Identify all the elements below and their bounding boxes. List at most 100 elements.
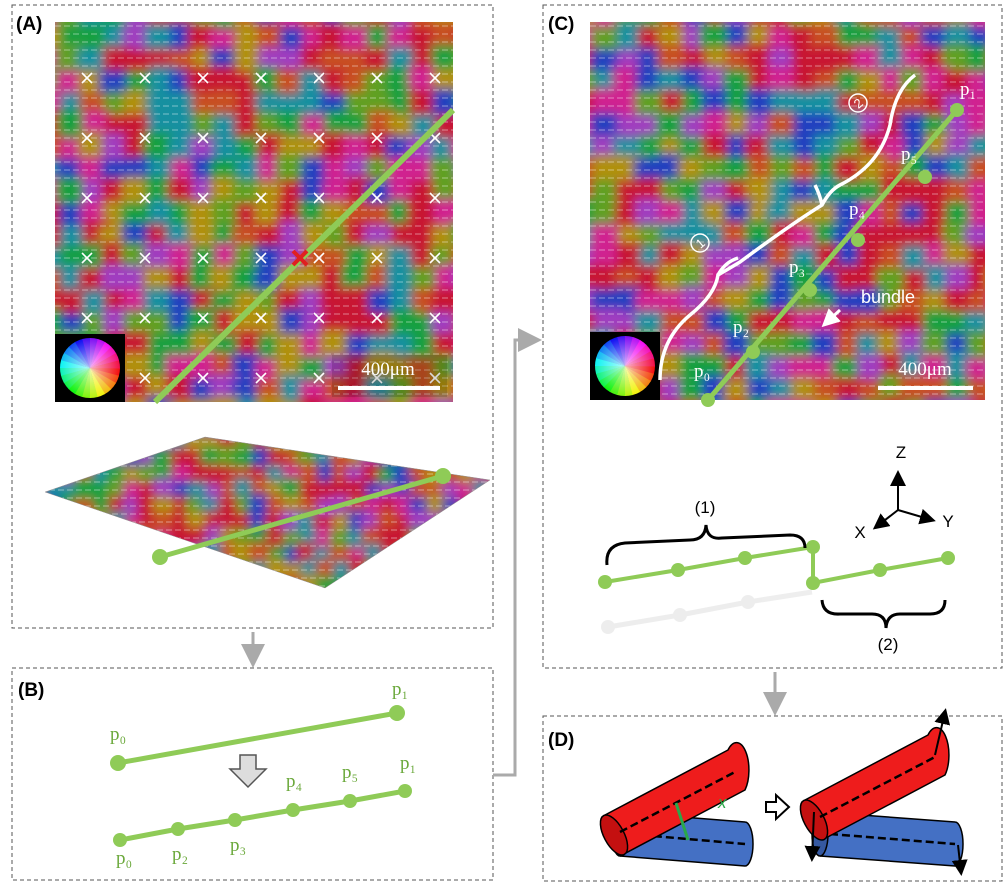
blob [187, 610, 208, 631]
blob [445, 563, 466, 584]
blob [349, 607, 370, 628]
blob [477, 451, 498, 472]
blob [703, 418, 732, 447]
blob [125, 527, 146, 548]
blob [451, 245, 480, 274]
blob [990, 202, 1003, 231]
blob [60, 494, 81, 515]
blob [75, 578, 96, 599]
point-label: p₅ [901, 144, 917, 165]
blob [968, 45, 997, 74]
blob [473, 248, 502, 277]
point [918, 170, 932, 184]
blob [592, 423, 621, 452]
blob [492, 419, 513, 440]
blob [141, 526, 162, 547]
blob [41, 574, 62, 595]
blob [143, 133, 172, 162]
blob [476, 376, 505, 405]
line [118, 713, 397, 763]
blob [334, 416, 355, 437]
point-label: p₂ [172, 844, 188, 865]
panel-label: (D) [548, 730, 574, 751]
blob [921, 422, 950, 451]
point [851, 233, 865, 247]
blob [38, 399, 67, 428]
blob [27, 416, 48, 437]
down-arrow [230, 755, 266, 787]
blob [282, 612, 303, 633]
blob [478, 578, 499, 599]
blob [92, 592, 113, 613]
blob [476, 526, 497, 547]
blob [475, 66, 504, 95]
point [435, 468, 451, 484]
blob [105, 611, 126, 632]
blob [91, 417, 112, 438]
point-label: p₀ [110, 724, 126, 745]
blob [324, 419, 353, 448]
point [228, 813, 242, 827]
blob [462, 511, 483, 532]
blob [426, 531, 447, 552]
blob [25, 481, 46, 502]
blob [43, 462, 64, 483]
blob [454, 47, 483, 76]
blob [461, 590, 482, 611]
blob [474, 203, 503, 232]
blob [492, 593, 513, 614]
blob [727, 398, 756, 427]
blob [232, 580, 253, 601]
blob [395, 590, 416, 611]
blob [76, 531, 97, 552]
blob [269, 579, 290, 600]
blob [344, 421, 373, 450]
blob [121, 434, 142, 455]
blob [745, 421, 774, 450]
blob [91, 562, 112, 583]
blob [59, 545, 80, 566]
blob [266, 591, 287, 612]
blob [679, 424, 708, 453]
blob [363, 576, 384, 597]
cylinders-before [595, 743, 753, 866]
blob [105, 434, 126, 455]
blob [489, 574, 510, 595]
point [746, 345, 760, 359]
blob [989, 134, 1003, 163]
point-label: p₁ [960, 79, 976, 100]
blob [125, 580, 146, 601]
blob [81, 423, 110, 452]
blob [477, 135, 506, 164]
braces [607, 525, 945, 628]
blob [766, 399, 795, 428]
blob [367, 423, 396, 452]
blob [452, 220, 481, 249]
blob [298, 416, 319, 437]
blob [987, 243, 1003, 272]
blob [283, 563, 304, 584]
panel-label: (C) [548, 14, 574, 35]
blob [45, 594, 66, 615]
line [120, 791, 405, 840]
blob [430, 576, 451, 597]
blob [475, 500, 496, 521]
blob [491, 561, 512, 582]
blob [508, 466, 529, 487]
blob [967, 420, 996, 449]
blob [139, 416, 160, 437]
blob [473, 401, 502, 430]
blob [56, 419, 77, 440]
point-label: p₃ [789, 257, 805, 278]
blob [398, 611, 419, 632]
blob [249, 592, 270, 613]
blob [475, 331, 504, 360]
blob [409, 432, 430, 453]
wheel-shade [595, 336, 655, 396]
blob [837, 399, 866, 428]
blob [858, 401, 887, 430]
blob [121, 558, 142, 579]
blob [476, 221, 505, 250]
blob [347, 577, 368, 598]
blob [443, 529, 464, 550]
